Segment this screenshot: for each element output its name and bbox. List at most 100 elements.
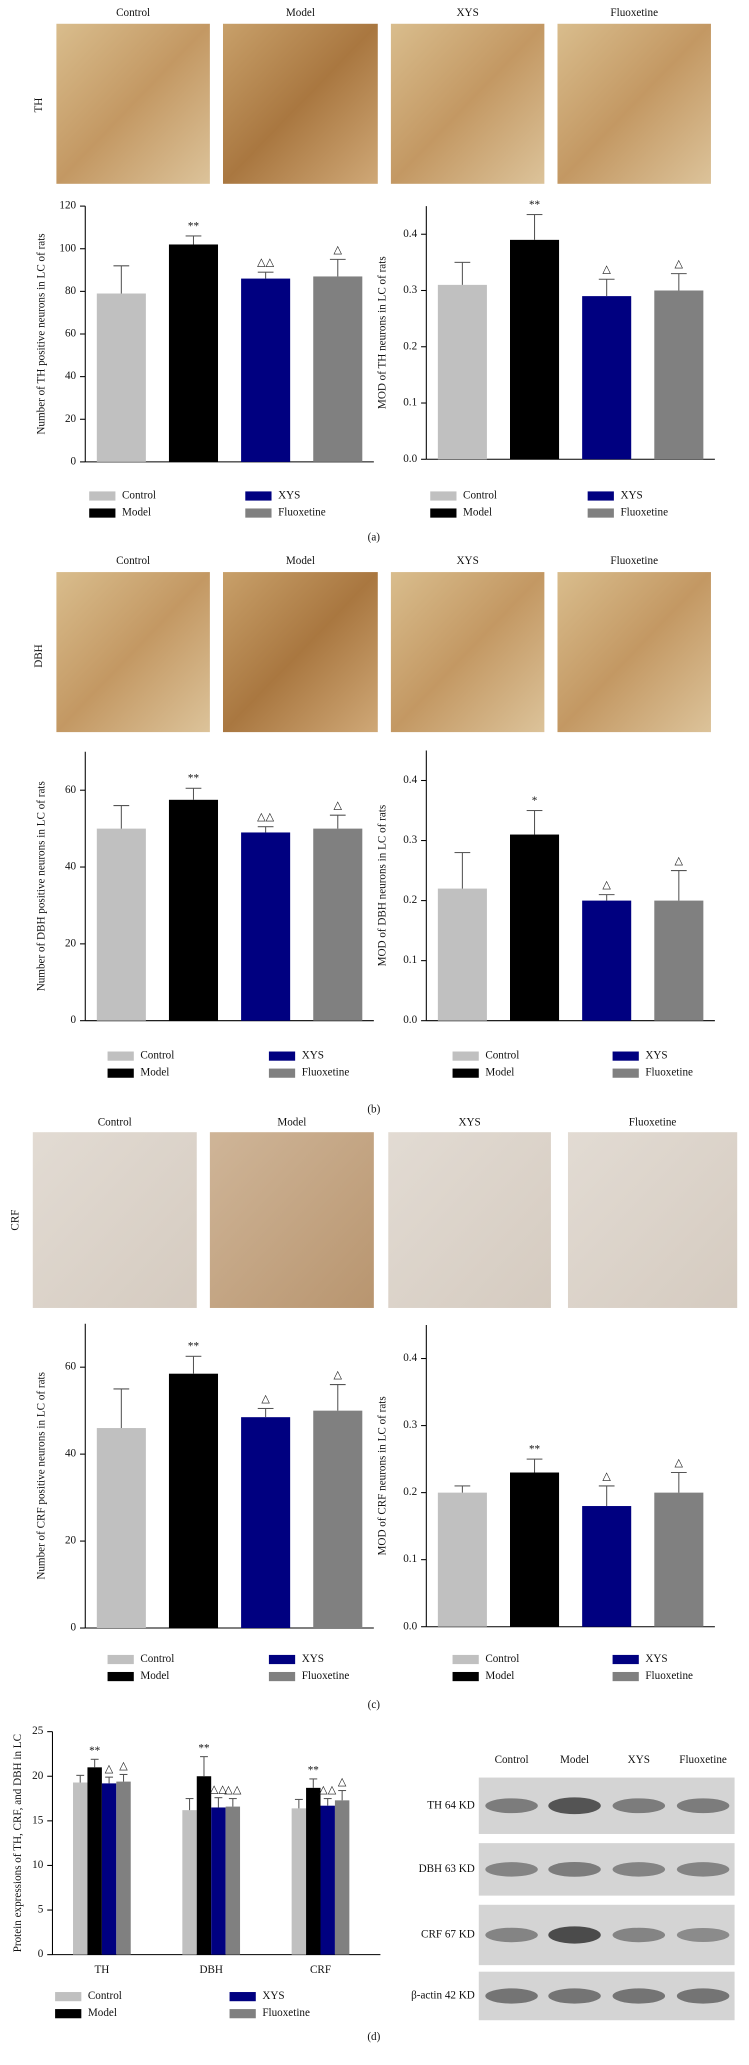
legend-swatch [587,491,614,501]
significance-mark: △ [105,1763,114,1775]
panel-label: (c) [368,1699,381,1711]
bar [306,1787,321,1955]
significance-mark: ** [308,1765,320,1777]
y-tick-label: 0.2 [403,340,417,352]
y-tick-label: 20 [32,1770,44,1782]
micrograph [557,572,711,733]
y-tick-label: 40 [65,1448,77,1460]
y-tick-label: 100 [59,242,76,254]
image-column-label: Model [277,1117,306,1129]
image-column-label: Control [98,1117,132,1129]
legend-swatch [612,1051,639,1061]
bar [96,828,146,1021]
blot-row-label: β-actin 42 KD [411,1990,475,2002]
legend-swatch [587,508,614,518]
blot-column-label: XYS [628,1754,650,1766]
panel-label: (b) [367,1103,380,1115]
y-tick-label: 0.1 [403,397,417,409]
image-column-label: XYS [457,7,479,19]
bar [654,290,704,460]
legend-label: XYS [645,1653,667,1665]
micrograph [32,1132,197,1308]
micrograph [222,572,378,733]
significance-mark: △ [261,1393,270,1405]
legend-swatch [452,1051,479,1061]
significance-mark: ** [529,199,541,211]
micrograph [390,23,545,184]
blot-band [485,1862,538,1877]
significance-mark: △ [675,258,684,270]
y-tick-label: 0.0 [403,1620,417,1632]
legend-label: XYS [620,490,642,502]
y-tick-label: 0.1 [403,1553,417,1565]
image-row-label: TH [33,98,45,113]
legend-label: Model [140,1670,169,1682]
y-tick-label: 0 [38,1948,44,1960]
significance-mark: ** [89,1745,101,1757]
significance-mark: △ [119,1760,128,1772]
bar [101,1783,117,1955]
y-tick-label: 0.2 [403,1486,417,1498]
y-tick-label: 0.4 [403,774,417,786]
legend-swatch [612,1654,639,1665]
significance-mark: ** [188,1341,200,1353]
bar [437,284,487,460]
significance-mark: △△ [210,1783,228,1795]
legend-label: XYS [645,1050,667,1062]
panel-label: (a) [368,532,381,544]
bar [116,1781,131,1955]
blot-row-label: TH 64 KD [427,1799,475,1811]
x-tick-label: TH [94,1964,109,1976]
bar [313,276,363,462]
significance-mark: ** [188,773,200,785]
legend-label: Control [140,1050,174,1062]
blot-row-label: DBH 63 KD [419,1863,475,1875]
bar [582,900,632,1021]
image-column-label: Control [116,7,150,19]
bar [168,799,219,1021]
bar [225,1806,241,1955]
significance-mark: * [532,795,538,807]
bar [73,1782,88,1955]
y-tick-label: 0 [71,455,77,467]
blot-band [548,1861,601,1877]
bar [96,293,146,462]
bar [313,828,363,1021]
micrograph [209,1132,374,1308]
image-column-label: XYS [458,1117,480,1129]
legend-label: Model [463,507,492,519]
y-tick-label: 60 [65,784,77,796]
bar [168,244,219,462]
legend-swatch [107,1671,134,1682]
bar [437,1492,487,1627]
bar [211,1807,226,1955]
y-tick-label: 60 [65,328,77,340]
significance-mark: △ [675,855,684,867]
legend-swatch [55,2009,82,2019]
y-tick-label: 0.1 [403,954,417,966]
significance-mark: ** [188,220,200,232]
y-tick-label: 15 [32,1814,44,1826]
legend-label: Model [88,2007,117,2019]
legend-swatch [89,491,116,501]
y-axis-label: MOD of CRF neurons in LC of rats [377,1396,389,1555]
y-axis-label: MOD of TH neurons in LC of rats [377,256,389,409]
significance-mark: △ [333,244,342,256]
blot-band [485,1798,538,1814]
legend-label: Model [485,1067,514,1079]
x-tick-label: CRF [310,1964,331,1976]
y-tick-label: 0.2 [403,894,417,906]
legend-label: Control [88,1990,122,2002]
legend-swatch [452,1654,479,1665]
legend-label: Fluoxetine [302,1670,350,1682]
blot-column-label: Fluoxetine [679,1754,727,1766]
micrograph [557,23,711,184]
y-tick-label: 60 [65,1361,77,1373]
y-axis-label: Number of CRF positive neurons in LC of … [36,1372,48,1580]
legend-swatch [229,2009,256,2019]
bar [654,900,704,1021]
bar [168,1373,219,1629]
y-tick-label: 0.4 [403,228,417,240]
legend-label: Model [122,507,151,519]
bar [96,1428,146,1629]
